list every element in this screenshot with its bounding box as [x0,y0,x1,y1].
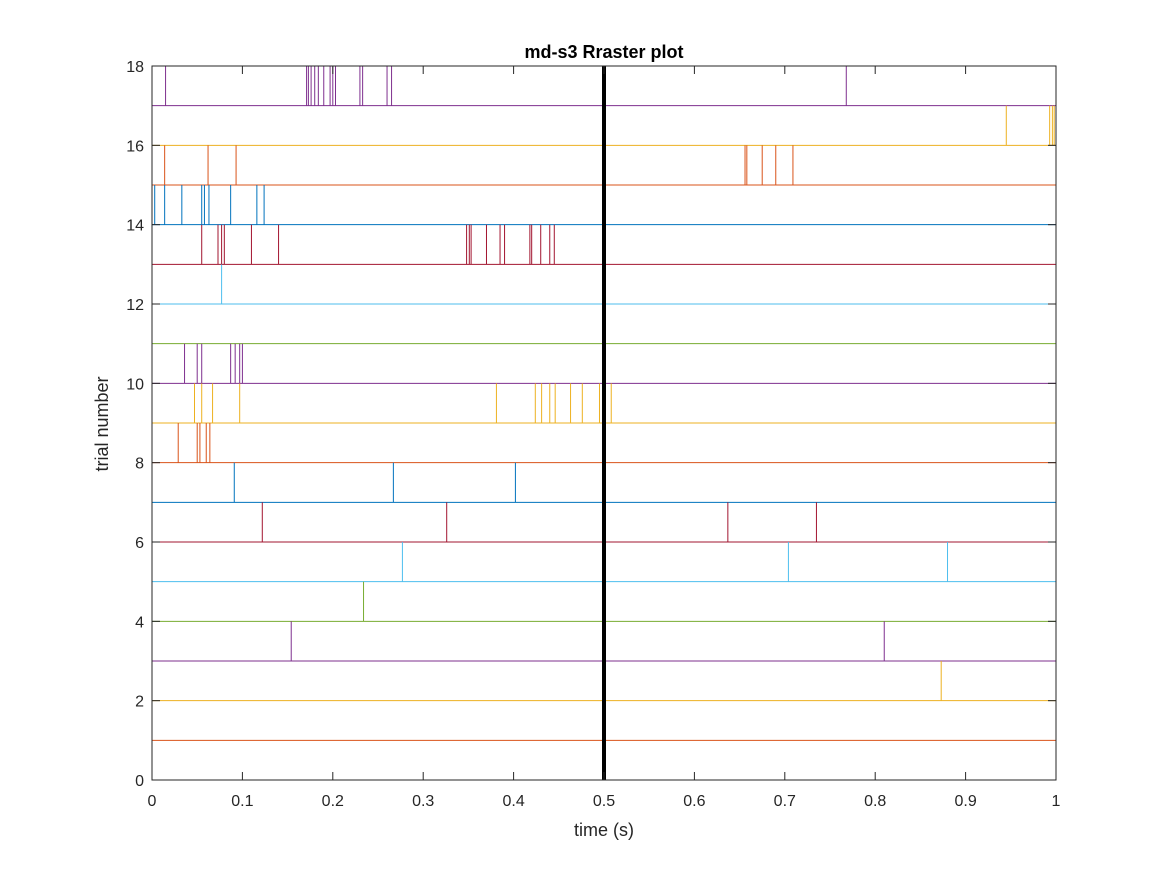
y-tick-label: 12 [126,297,144,314]
y-tick-label: 8 [135,456,144,473]
y-tick-label: 2 [135,694,144,711]
y-tick-label: 18 [126,59,144,76]
y-axis-label: trial number [92,376,112,471]
y-tick-label: 6 [135,535,144,552]
x-tick-label: 0.4 [502,793,524,810]
y-tick-label: 4 [135,614,144,631]
x-tick-label: 0 [148,793,157,810]
x-tick-label: 0.2 [322,793,344,810]
x-tick-label: 0.9 [954,793,976,810]
y-tick-label: 16 [126,138,144,155]
x-tick-label: 1 [1052,793,1061,810]
x-tick-label: 0.7 [774,793,796,810]
y-tick-label: 10 [126,376,144,393]
x-tick-label: 0.8 [864,793,886,810]
x-tick-label: 0.3 [412,793,434,810]
x-tick-label: 0.1 [231,793,253,810]
axis-ticks: 0 0.1 0.2 0.3 0.4 0.5 0.6 0.7 0.8 0.9 102468101214… [126,59,1060,810]
x-tick-label: 0.6 [683,793,705,810]
y-tick-label: 14 [126,218,144,235]
x-axis-label: time (s) [574,820,634,840]
x-tick-label: 0.5 [593,793,615,810]
y-tick-label: 0 [135,773,144,790]
chart-title: md-s3 Rraster plot [524,42,683,62]
spike-marks [154,66,1057,701]
